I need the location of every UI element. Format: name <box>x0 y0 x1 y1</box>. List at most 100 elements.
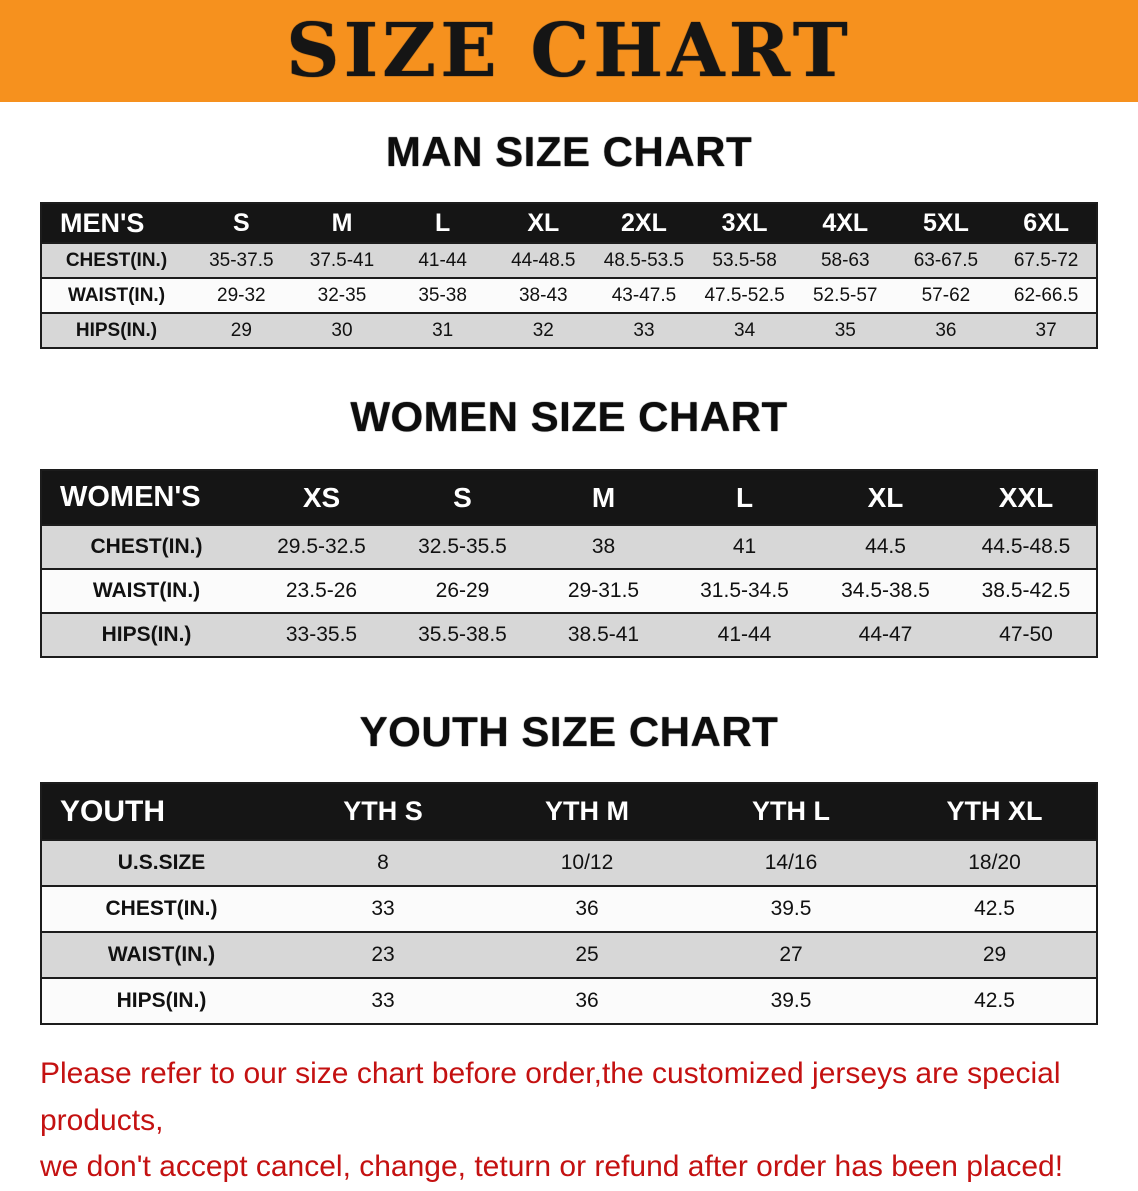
size-value-cell: 36 <box>575 989 599 1012</box>
table-header-row: YOUTH YTH S YTH M YTH L YTH XL <box>41 783 1097 840</box>
size-value-cell: 31.5-34.5 <box>700 579 789 602</box>
size-column-header: 6XL <box>996 203 1097 243</box>
size-value-cell: 42.5 <box>974 989 1015 1012</box>
youth-size-table: YOUTH YTH S YTH M YTH L YTH XL U.S.SIZE 8 10/12… <box>40 782 1098 1025</box>
table-row: HIPS(IN.) 29 30 31 32 33 34 35 36 37 <box>41 313 1097 348</box>
men-section-heading: MAN SIZE CHART <box>385 128 753 175</box>
size-value-cell: 27 <box>779 943 803 966</box>
size-value-cell: 33 <box>371 989 395 1012</box>
size-value-cell: 25 <box>575 943 599 966</box>
row-label: U.S.SIZE <box>117 851 206 874</box>
size-value-cell: 67.5-72 <box>1013 249 1079 271</box>
size-value-cell: 41-44 <box>717 623 772 646</box>
footer-line-2: we don't accept cancel, change, teturn o… <box>40 1150 1064 1183</box>
table-row: WAIST(IN.) 23.5-26 26-29 29-31.5 31.5-34.5 34… <box>41 569 1097 613</box>
size-column-header: 2XL <box>593 203 695 243</box>
size-column-header: XL <box>492 203 594 243</box>
size-value-cell: 23 <box>371 943 395 966</box>
size-value-cell: 44-48.5 <box>511 249 576 271</box>
row-label: CHEST(IN.) <box>105 897 218 920</box>
size-value-cell: 57-62 <box>921 284 971 306</box>
size-value-cell: 29 <box>230 319 252 341</box>
size-value-cell: 43-47.5 <box>611 284 677 306</box>
size-value-cell: 31 <box>432 319 454 341</box>
size-value-cell: 62-66.5 <box>1013 284 1079 306</box>
size-value-cell: 8 <box>377 851 389 874</box>
size-value-cell: 39.5 <box>770 989 812 1012</box>
size-value-cell: 53.5-58 <box>712 249 777 271</box>
size-column-header: 4XL <box>794 203 896 243</box>
size-value-cell: 37 <box>1035 319 1057 341</box>
size-column-header: 5XL <box>895 203 997 243</box>
row-label: CHEST(IN.) <box>90 535 203 558</box>
size-value-cell: 35.5-38.5 <box>418 623 507 646</box>
size-column-header: S <box>191 203 292 243</box>
footer-line-1: Please refer to our size chart before or… <box>40 1057 1061 1137</box>
size-value-cell: 41 <box>732 535 757 558</box>
men-size-section: MAN SIZE CHART MEN'S S M L XL 2XL 3XL 4XL 5XL 6XL… <box>0 128 1138 349</box>
table-corner-label: WOMEN'S <box>41 470 251 525</box>
size-value-cell: 35-38 <box>418 284 467 306</box>
size-value-cell: 39.5 <box>770 897 812 920</box>
table-row: CHEST(IN.) 33 36 39.5 42.5 <box>41 886 1097 932</box>
size-value-cell: 44.5 <box>865 535 906 558</box>
size-value-cell: 29-31.5 <box>567 579 640 602</box>
table-row: U.S.SIZE 8 10/12 14/16 18/20 <box>41 840 1097 886</box>
size-value-cell: 18/20 <box>968 851 1021 874</box>
row-label: WAIST(IN.) <box>92 579 201 602</box>
size-value-cell: 14/16 <box>764 851 818 874</box>
women-size-section: WOMEN SIZE CHART WOMEN'S XS S M L XL XXL CHEST(… <box>0 393 1138 658</box>
size-value-cell: 29.5-32.5 <box>277 535 366 558</box>
row-label: CHEST(IN.) <box>65 249 168 271</box>
size-value-cell: 29 <box>982 943 1007 966</box>
table-corner-label: MEN'S <box>41 203 191 243</box>
size-value-cell: 32 <box>532 319 554 341</box>
table-header-row: MEN'S S M L XL 2XL 3XL 4XL 5XL 6XL <box>41 203 1097 243</box>
size-value-cell: 42.5 <box>974 897 1015 920</box>
table-row: CHEST(IN.) 35-37.5 37.5-41 41-44 44-48.5 48.5… <box>41 243 1097 278</box>
size-value-cell: 37.5-41 <box>309 249 375 271</box>
row-label: WAIST(IN.) <box>107 943 216 966</box>
size-value-cell: 38 <box>591 535 616 558</box>
table-row: WAIST(IN.) 29-32 32-35 35-38 38-43 43-47.5 47.… <box>41 278 1097 313</box>
size-value-cell: 32.5-35.5 <box>418 535 507 558</box>
size-column-header: M <box>291 203 393 243</box>
size-column-header: S <box>392 470 533 525</box>
size-value-cell: 44.5-48.5 <box>981 535 1071 558</box>
size-value-cell: 36 <box>935 319 957 341</box>
row-label: HIPS(IN.) <box>75 319 158 341</box>
table-row: HIPS(IN.) 33-35.5 35.5-38.5 38.5-41 41-44 44-… <box>41 613 1097 657</box>
size-column-header: YTH XL <box>893 783 1097 840</box>
size-value-cell: 33 <box>371 897 395 920</box>
page-title: SIZE CHART <box>286 8 852 94</box>
table-header-row: WOMEN'S XS S M L XL XXL <box>41 470 1097 525</box>
size-value-cell: 33 <box>633 319 655 341</box>
size-column-header: M <box>533 470 674 525</box>
size-value-cell: 38.5-41 <box>567 623 640 646</box>
footer-note: Please refer to our size chart before or… <box>40 1051 1118 1191</box>
size-value-cell: 35-37.5 <box>209 249 274 271</box>
size-column-header: YTH M <box>485 783 689 840</box>
size-column-header: YTH S <box>281 783 485 840</box>
table-row: WAIST(IN.) 23 25 27 29 <box>41 932 1097 978</box>
size-column-header: 3XL <box>694 203 795 243</box>
size-value-cell: 23.5-26 <box>285 579 358 602</box>
size-value-cell: 38.5-42.5 <box>981 579 1071 602</box>
size-value-cell: 30 <box>331 319 353 341</box>
size-column-header: YTH L <box>689 783 893 840</box>
size-value-cell: 26-29 <box>435 579 490 602</box>
size-value-cell: 48.5-53.5 <box>603 249 685 271</box>
size-value-cell: 10/12 <box>560 851 614 874</box>
size-column-header: XXL <box>956 470 1097 525</box>
women-section-heading: WOMEN SIZE CHART <box>350 393 788 440</box>
size-value-cell: 44-47 <box>858 623 913 646</box>
size-value-cell: 52.5-57 <box>813 284 878 306</box>
size-value-cell: 47-50 <box>999 623 1053 646</box>
size-column-header: XL <box>815 470 956 525</box>
row-label: HIPS(IN.) <box>116 989 207 1012</box>
men-size-table: MEN'S S M L XL 2XL 3XL 4XL 5XL 6XL CHEST(IN.) 35-37… <box>40 202 1098 349</box>
size-value-cell: 58-63 <box>820 249 870 271</box>
size-value-cell: 35 <box>834 319 856 341</box>
size-value-cell: 34.5-38.5 <box>841 579 930 602</box>
